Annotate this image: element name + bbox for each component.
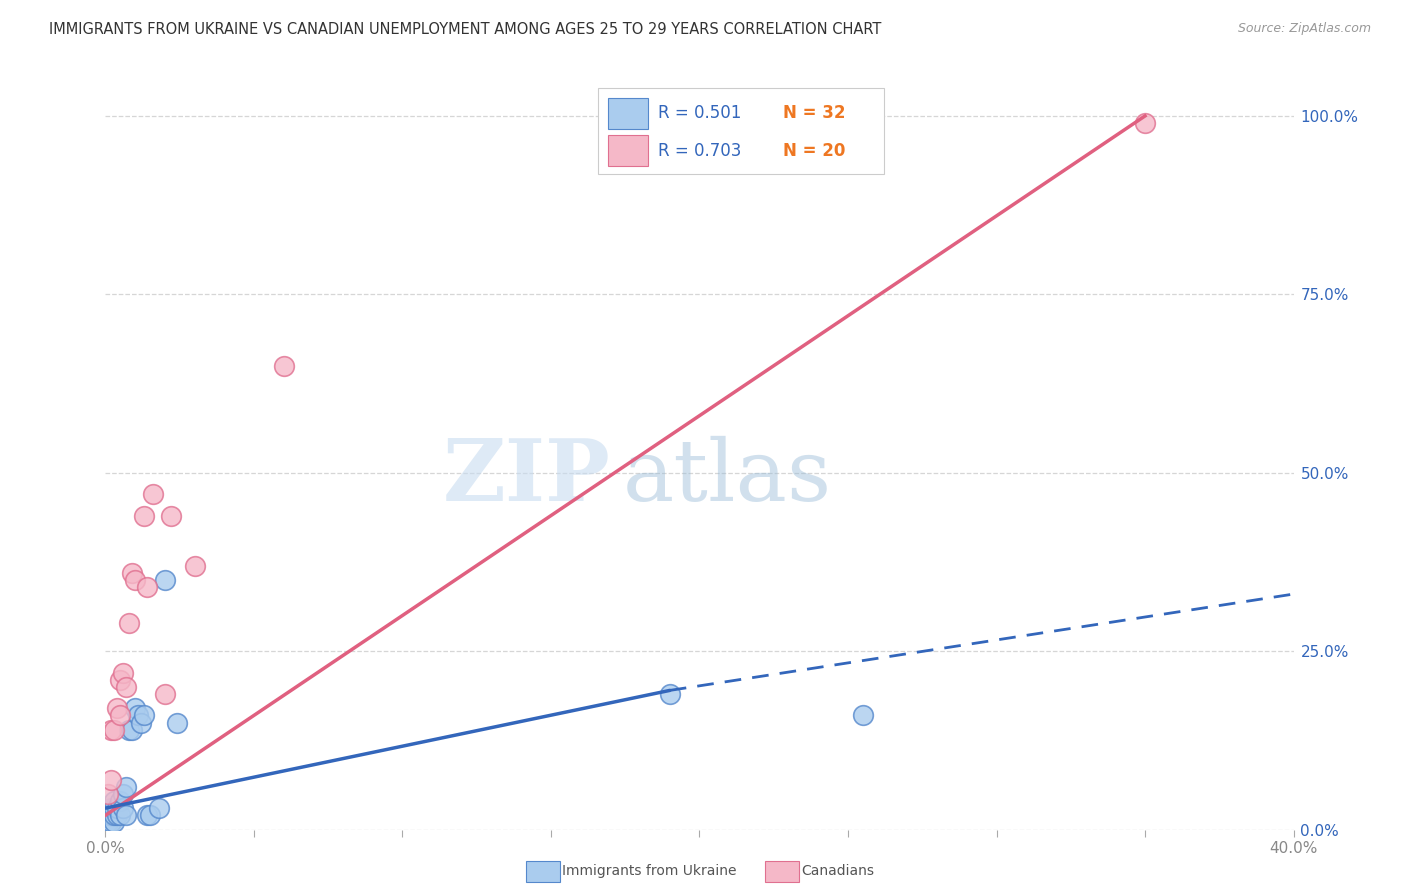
Point [148,801,170,815]
Text: ZIP: ZIP [443,435,610,519]
Point [132,708,155,723]
Point [658,687,681,701]
Point [100,772,122,787]
Point [852,708,875,723]
Point [121,566,143,580]
Point [273,359,295,373]
Text: atlas: atlas [623,436,831,519]
Point [110,794,132,808]
Point [103,801,125,815]
Point [129,715,152,730]
FancyBboxPatch shape [599,87,883,174]
Point [100,723,122,737]
Point [139,808,162,822]
Text: Source: ZipAtlas.com: Source: ZipAtlas.com [1237,22,1371,36]
Point [97,815,120,830]
Point [100,815,122,830]
Point [100,808,122,822]
Point [103,808,125,822]
Point [97,808,120,822]
Point [166,715,188,730]
Text: Immigrants from Ukraine: Immigrants from Ukraine [562,864,737,879]
Point [112,665,135,680]
Point [103,815,125,830]
Point [105,701,128,715]
Point [136,580,159,594]
FancyBboxPatch shape [607,135,648,167]
Point [115,780,138,794]
Point [115,680,138,694]
Point [97,787,120,801]
Point [121,723,143,737]
Point [124,701,146,715]
Point [1133,116,1156,130]
Point [110,708,132,723]
Point [112,801,135,815]
Point [103,794,125,808]
Text: R = 0.501: R = 0.501 [658,104,741,122]
Point [159,508,181,523]
Point [110,673,132,687]
Point [153,687,176,701]
Point [112,787,135,801]
Point [115,808,138,822]
Point [136,808,159,822]
Point [105,801,128,815]
Point [124,573,146,587]
Point [100,801,122,815]
Point [118,723,141,737]
Point [100,808,122,822]
Text: Canadians: Canadians [801,864,875,879]
Point [127,708,149,723]
Point [153,573,176,587]
Point [132,508,155,523]
Point [103,723,125,737]
Text: IMMIGRANTS FROM UKRAINE VS CANADIAN UNEMPLOYMENT AMONG AGES 25 TO 29 YEARS CORRE: IMMIGRANTS FROM UKRAINE VS CANADIAN UNEM… [49,22,882,37]
Text: N = 20: N = 20 [783,142,845,160]
Point [97,815,120,830]
FancyBboxPatch shape [607,97,648,129]
Text: R = 0.703: R = 0.703 [658,142,741,160]
Point [183,558,205,573]
Point [118,615,141,630]
Point [105,808,128,822]
Point [110,808,132,822]
Point [142,487,165,501]
Text: N = 32: N = 32 [783,104,845,122]
